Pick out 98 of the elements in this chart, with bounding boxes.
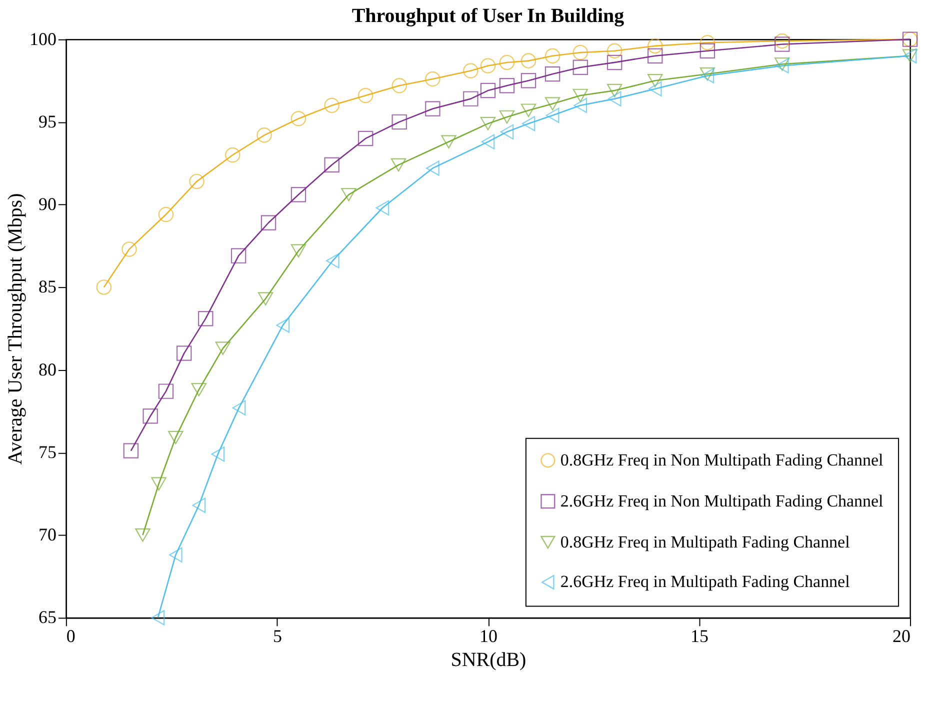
point <box>123 443 139 458</box>
point <box>276 318 290 333</box>
point <box>463 63 478 78</box>
point <box>480 58 496 74</box>
point <box>426 160 440 176</box>
point <box>290 111 306 126</box>
point <box>500 124 514 140</box>
point <box>151 610 165 626</box>
point <box>290 244 306 258</box>
point <box>441 135 456 148</box>
point <box>520 73 536 88</box>
point <box>168 430 184 444</box>
y-tick-label: 100 <box>29 28 56 49</box>
point <box>225 147 240 163</box>
point <box>260 215 276 230</box>
point <box>142 408 158 424</box>
point <box>390 158 406 172</box>
point <box>522 116 536 132</box>
point <box>480 82 496 98</box>
point <box>774 33 790 49</box>
point <box>606 84 622 98</box>
point <box>606 54 622 70</box>
point <box>647 38 663 54</box>
y-tick-label: 85 <box>38 276 56 297</box>
point <box>606 43 622 58</box>
point <box>481 134 495 150</box>
point <box>230 248 246 264</box>
point <box>122 242 137 257</box>
point <box>647 48 663 64</box>
x-tick-label: 5 <box>272 626 282 646</box>
point <box>211 446 225 462</box>
legend-label: 0.8GHz Freq in Multipath Fading Channel <box>560 532 850 552</box>
x-tick-label: 10 <box>479 626 498 646</box>
point <box>700 43 716 58</box>
x-axis-title: SNR(dB) <box>450 649 526 672</box>
point <box>358 130 374 146</box>
point <box>392 114 407 130</box>
x-tick-label: 20 <box>892 626 911 646</box>
point <box>392 78 407 94</box>
y-axis-title: Average User Throughput (Mbps) <box>4 193 26 465</box>
point <box>700 35 716 50</box>
legend-label: 0.8GHz Freq in Non Multipath Fading Channel <box>560 450 884 470</box>
point <box>176 346 192 361</box>
point <box>191 382 206 396</box>
point <box>324 98 340 114</box>
point <box>544 66 560 82</box>
point <box>425 101 440 116</box>
legend-label: 2.6GHz Freq in Non Multipath Fading Channel <box>560 491 884 510</box>
point <box>135 528 150 542</box>
point <box>215 342 231 356</box>
y-tick-label: 80 <box>38 359 56 380</box>
point <box>520 53 536 68</box>
point <box>168 547 182 563</box>
point <box>499 54 515 70</box>
point <box>358 88 374 104</box>
point <box>376 200 390 216</box>
point <box>648 81 662 97</box>
y-tick-label: 75 <box>38 442 56 462</box>
y-tick-label: 90 <box>38 194 56 214</box>
point <box>647 74 663 88</box>
point <box>499 78 515 94</box>
legend-label: 2.6GHz Freq in Multipath Fading Channel <box>560 572 850 592</box>
point <box>774 36 790 52</box>
x-tick-label: 0 <box>66 626 76 646</box>
chart-title: Throughput of User In Building <box>352 5 624 28</box>
y-tick-label: 65 <box>38 607 56 628</box>
point <box>425 71 440 87</box>
point <box>96 280 112 295</box>
point <box>608 91 622 106</box>
point <box>774 57 790 71</box>
x-tick-label: 15 <box>690 626 708 646</box>
point <box>158 206 174 222</box>
point <box>290 187 306 202</box>
y-tick-label: 95 <box>38 111 56 132</box>
point <box>544 97 560 110</box>
point <box>574 98 588 114</box>
point <box>572 44 588 60</box>
point <box>700 67 716 81</box>
point <box>480 116 496 130</box>
point <box>520 104 536 118</box>
point <box>198 310 214 326</box>
point <box>232 400 246 416</box>
point <box>256 128 272 143</box>
point <box>572 88 588 102</box>
point <box>341 188 356 202</box>
point <box>151 477 166 491</box>
point <box>192 498 206 513</box>
point <box>499 110 515 124</box>
point <box>324 157 340 173</box>
point <box>546 108 560 123</box>
point <box>158 384 174 399</box>
point <box>189 174 204 190</box>
point <box>544 48 560 64</box>
point <box>572 60 588 76</box>
point <box>326 253 340 268</box>
point <box>463 91 478 106</box>
point <box>258 292 274 306</box>
y-tick-label: 70 <box>38 524 56 545</box>
